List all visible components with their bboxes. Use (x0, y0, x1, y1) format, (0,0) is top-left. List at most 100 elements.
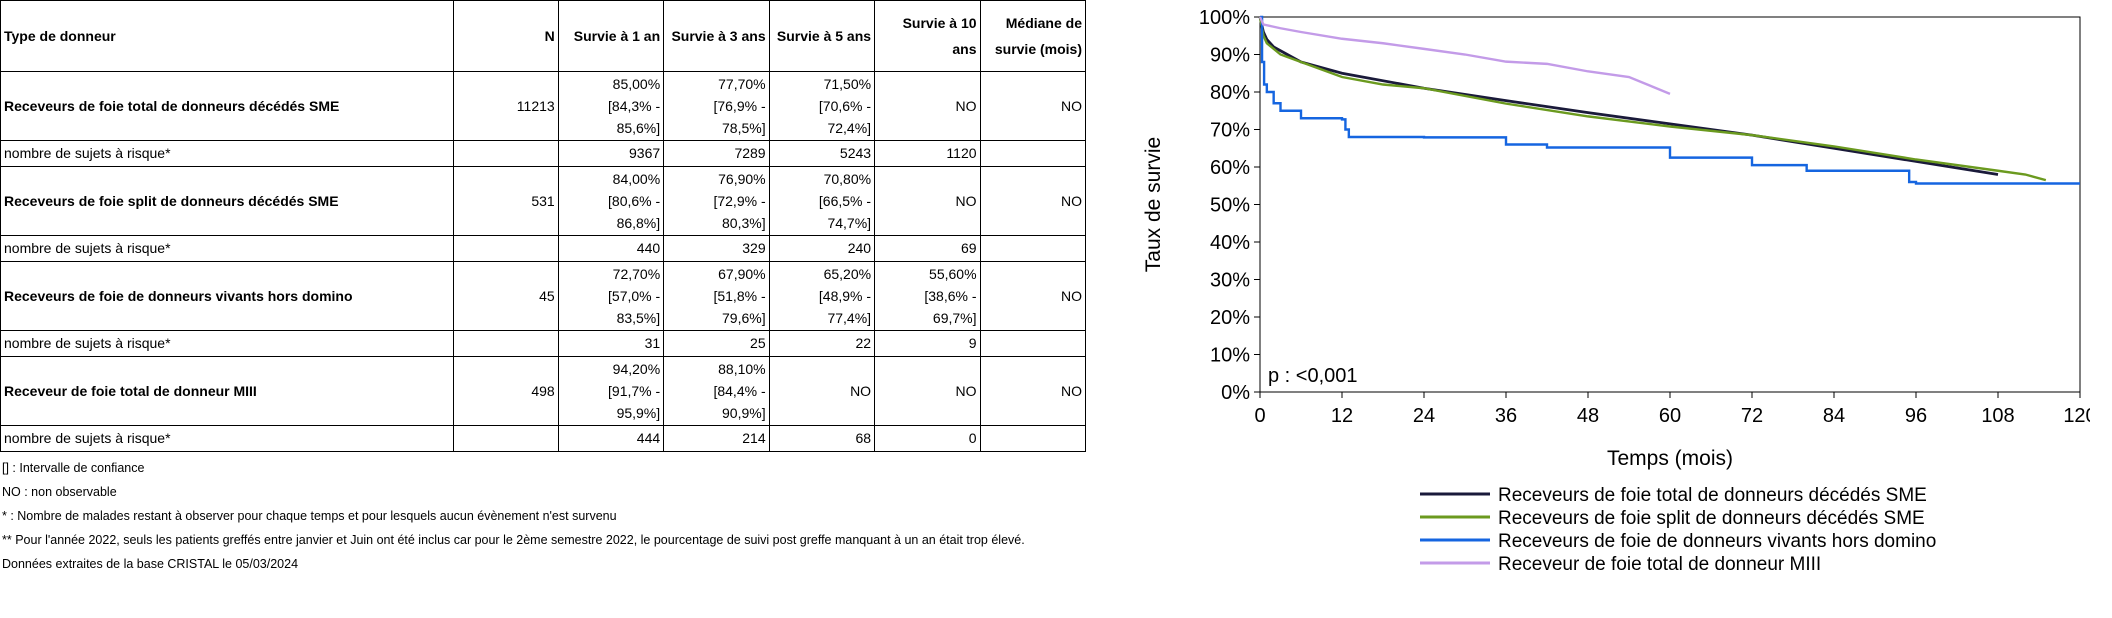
y-tick-label: 70% (1210, 120, 1250, 142)
plot-frame (1259, 16, 2081, 393)
survival-cell-line: [70,6% - (818, 98, 872, 114)
survival-cell: 84,00% [80,6% - 86,8%] (557, 166, 665, 236)
survival-chart: 0% 10% 20% 30% 40% 50% 60% 70% 80% 90% 100% 0 12 24 36… (1142, 7, 2090, 575)
survival-cell-line: 94,20% (612, 361, 661, 377)
footnote-source: Données extraites de la base CRISTAL le … (2, 557, 299, 571)
x-tick-label: 120 (2063, 405, 2090, 427)
survival-cell: 67,90% [51,8% - 79,6%] (663, 261, 770, 331)
donor-type-cell: Receveur de foie total de donneur MIII (0, 356, 455, 426)
x-tick-label: 0 (1254, 405, 1265, 427)
survival-cell-line: NO (850, 383, 872, 399)
survival-cell: NO (979, 356, 1087, 426)
header-survival-5y: Survie à 5 ans (768, 0, 876, 72)
survival-cell: 88,10% [84,4% - 90,9%] (663, 356, 770, 426)
x-axis-label: Temps (mois) (1607, 447, 1733, 470)
survival-cell-line: NO (955, 193, 977, 209)
survival-cell-line: 55,60% (929, 266, 977, 282)
footnote-ci: [] : Intervalle de confiance (2, 461, 145, 475)
at-risk-cell (979, 425, 1087, 452)
header-donor-type: Type de donneur (0, 0, 455, 72)
survival-cell: NO (979, 261, 1087, 331)
at-risk-cell: 69 (874, 235, 981, 262)
table-row: Receveur de foie total de donneur MIII 49… (0, 356, 1087, 426)
at-risk-cell: 0 (874, 425, 981, 452)
table-header-row: Type de donneur N Survie à 1 an Survie à… (0, 0, 1087, 72)
survival-cell-line: 85,6%] (616, 120, 661, 136)
survival-cell: NO (874, 166, 981, 236)
survival-table: Type de donneur N Survie à 1 an Survie à… (0, 0, 1087, 452)
survival-cell: 72,70% [57,0% - 83,5%] (557, 261, 665, 331)
footnote-no: NO : non observable (2, 485, 117, 499)
survival-cell-line: [66,5% - (818, 193, 872, 209)
y-tick-label: 60% (1210, 157, 1250, 179)
survival-cell-line: [84,4% - (713, 383, 766, 399)
survival-cell-line: NO (1061, 98, 1082, 114)
survival-cell-line: 65,20% (823, 266, 872, 282)
table-row: Receveurs de foie de donneurs vivants ho… (0, 261, 1087, 331)
survival-cell-line: NO (1061, 383, 1082, 399)
survival-cell: 65,20% [48,9% - 77,4%] (768, 261, 876, 331)
series-line (1258, 16, 1999, 176)
at-risk-cell (979, 235, 1087, 262)
survival-cell: 55,60% [38,6% - 69,7%] (874, 261, 981, 331)
survival-cell-line: 78,5%] (722, 120, 766, 136)
table-body: Receveurs de foie total de donneurs décé… (0, 71, 1087, 452)
donor-type-cell: Receveurs de foie split de donneurs décé… (0, 166, 455, 236)
survival-cell-line: [91,7% - (608, 383, 661, 399)
donor-type-cell: Receveurs de foie de donneurs vivants ho… (0, 261, 455, 331)
y-tick-label: 0% (1221, 382, 1250, 404)
survival-cell-line: NO (955, 383, 977, 399)
survival-cell: NO (874, 71, 981, 141)
series-line (1260, 15, 2080, 185)
x-tick-label: 24 (1413, 405, 1435, 427)
survival-cell-line: 84,00% (612, 171, 661, 187)
n-cell: 498 (453, 356, 559, 426)
survival-cell-line: NO (955, 98, 977, 114)
legend-entry-label: Receveur de foie total de donneur MIII (1498, 554, 1821, 575)
header-survival-10y: Survie à 10 ans (874, 0, 981, 72)
legend-entry-label: Receveurs de foie split de donneurs décé… (1498, 508, 1925, 529)
header-n: N (453, 0, 559, 72)
at-risk-cell: 240 (768, 235, 876, 262)
survival-cell-line: 74,7%] (827, 215, 872, 231)
survival-cell: NO (979, 166, 1087, 236)
y-tick-label: 50% (1210, 195, 1250, 217)
at-risk-cell: 9367 (557, 140, 665, 167)
x-tick-label: 12 (1331, 405, 1353, 427)
x-tick-label: 48 (1577, 405, 1599, 427)
survival-cell-line: [51,8% - (713, 288, 766, 304)
survival-cell: 71,50% [70,6% - 72,4%] (768, 71, 876, 141)
y-tick-label: 100% (1199, 7, 1250, 29)
x-tick-label: 84 (1823, 405, 1845, 427)
at-risk-label: nombre de sujets à risque* (0, 140, 455, 167)
x-tick-label: 96 (1905, 405, 1927, 427)
x-tick-label: 36 (1495, 405, 1517, 427)
survival-cell-line: [38,6% - (924, 288, 977, 304)
survival-cell-line: NO (1061, 193, 1082, 209)
survival-cell-line: [57,0% - (608, 288, 661, 304)
survival-cell-line: 72,70% (612, 266, 661, 282)
at-risk-cell: 1120 (874, 140, 981, 167)
y-tick-label: 30% (1210, 270, 1250, 292)
at-risk-empty-cell (453, 235, 559, 262)
survival-cell-line: [80,6% - (608, 193, 661, 209)
at-risk-cell: 68 (768, 425, 876, 452)
at-risk-cell: 22 (768, 330, 876, 357)
n-cell: 45 (453, 261, 559, 331)
survival-cell: 70,80% [66,5% - 74,7%] (768, 166, 876, 236)
survival-cell-line: 77,4%] (827, 310, 872, 326)
survival-cell-line: 71,50% (823, 76, 872, 92)
x-tick-label: 60 (1659, 405, 1681, 427)
survival-cell: NO (874, 356, 981, 426)
legend-entry-label: Receveurs de foie total de donneurs décé… (1498, 485, 1927, 506)
survival-cell: 85,00% [84,3% - 85,6%] (557, 71, 665, 141)
at-risk-cell: 31 (557, 330, 665, 357)
table-row: Receveurs de foie total de donneurs décé… (0, 71, 1087, 141)
at-risk-empty-cell (453, 425, 559, 452)
at-risk-empty-cell (453, 330, 559, 357)
survival-cell-line: [76,9% - (713, 98, 766, 114)
header-survival-3y: Survie à 3 ans (663, 0, 770, 72)
at-risk-empty-cell (453, 140, 559, 167)
at-risk-label: nombre de sujets à risque* (0, 330, 455, 357)
survival-cell: NO (768, 356, 876, 426)
